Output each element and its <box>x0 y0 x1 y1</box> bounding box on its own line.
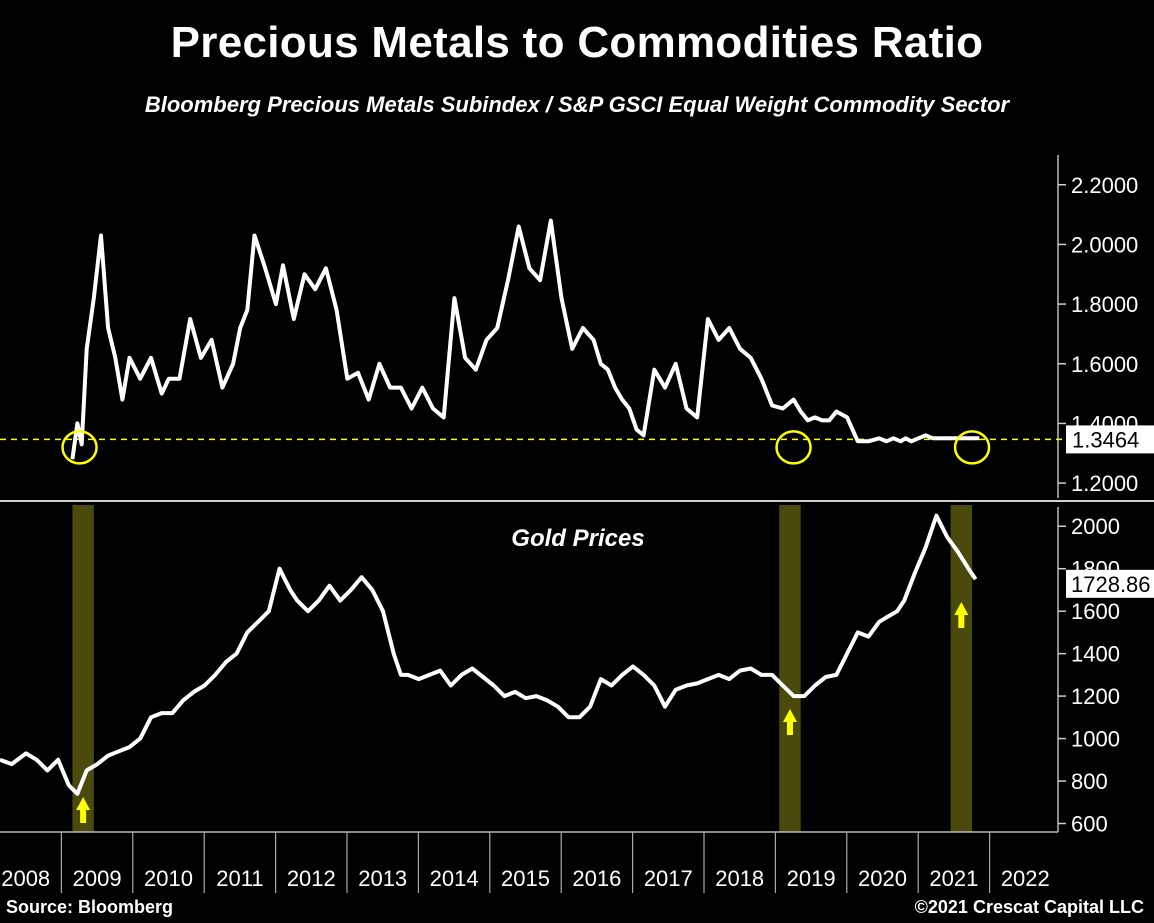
x-tick-label: 2019 <box>787 866 836 891</box>
copyright-note: ©2021 Crescat Capital LLC <box>914 897 1144 917</box>
up-arrow <box>76 797 91 823</box>
ratio-y-tick-label: 2.0000 <box>1071 232 1138 257</box>
highlight-band <box>72 505 94 832</box>
x-tick-label: 2014 <box>430 866 479 891</box>
highlight-band <box>950 505 973 832</box>
x-tick-label: 2008 <box>1 866 50 891</box>
highlight-circle <box>61 430 98 465</box>
highlight-circle <box>775 430 812 465</box>
highlight-circle <box>953 430 991 465</box>
ratio-series-line <box>70 218 980 460</box>
gold-panel-title: Gold Prices <box>511 525 644 552</box>
source-note: Source: Bloomberg <box>6 897 174 917</box>
gold-series-line <box>0 513 978 796</box>
ratio-y-tick-label: 2.2000 <box>1071 173 1138 198</box>
gold-last-value-label: 1728.86 <box>1071 572 1151 597</box>
x-tick-label: 2011 <box>216 866 263 891</box>
ratio-y-tick-label: 1.8000 <box>1071 292 1138 317</box>
gold-y-tick-label: 1000 <box>1071 727 1120 752</box>
ratio-y-tick-label: 1.2000 <box>1071 471 1138 496</box>
x-axis: 2008 2009 2010 2011 2012 2013 2014 2015 2016 2017… <box>0 831 1058 893</box>
x-tick-label: 2021 <box>929 866 978 891</box>
x-tick-label: 2018 <box>715 866 764 891</box>
chart-subtitle: Bloomberg Precious Metals Subindex / S&P… <box>144 92 1010 117</box>
x-tick-label: 2009 <box>73 866 122 891</box>
gold-y-tick-label: 1400 <box>1071 642 1120 667</box>
gold-y-tick-label: 1200 <box>1071 684 1120 709</box>
x-tick-label: 2015 <box>501 866 550 891</box>
gold-y-tick-label: 2000 <box>1071 514 1120 539</box>
x-tick-label: 2016 <box>572 866 621 891</box>
x-tick-label: 2020 <box>858 866 907 891</box>
up-arrow <box>954 602 969 628</box>
ratio-y-tick-label: 1.6000 <box>1071 352 1138 377</box>
x-tick-label: 2012 <box>287 866 336 891</box>
gold-y-tick-label: 1600 <box>1071 599 1120 624</box>
gold-y-tick-label: 800 <box>1071 769 1108 794</box>
x-tick-label: 2022 <box>1001 866 1050 891</box>
x-tick-label: 2010 <box>144 866 193 891</box>
ratio-panel: 1.20001.40001.60001.80002.00002.20001.34… <box>0 155 1154 498</box>
x-tick-label: 2017 <box>644 866 693 891</box>
chart-title: Precious Metals to Commodities Ratio <box>170 18 984 67</box>
up-arrow <box>782 709 797 735</box>
gold-last-value-box <box>1066 569 1154 598</box>
x-tick-label: 2013 <box>358 866 407 891</box>
ratio-last-value-label: 1.3464 <box>1072 427 1139 452</box>
ratio-last-value-box <box>1066 425 1154 454</box>
highlight-band <box>779 505 801 832</box>
gold-y-tick-label: 600 <box>1071 812 1108 837</box>
